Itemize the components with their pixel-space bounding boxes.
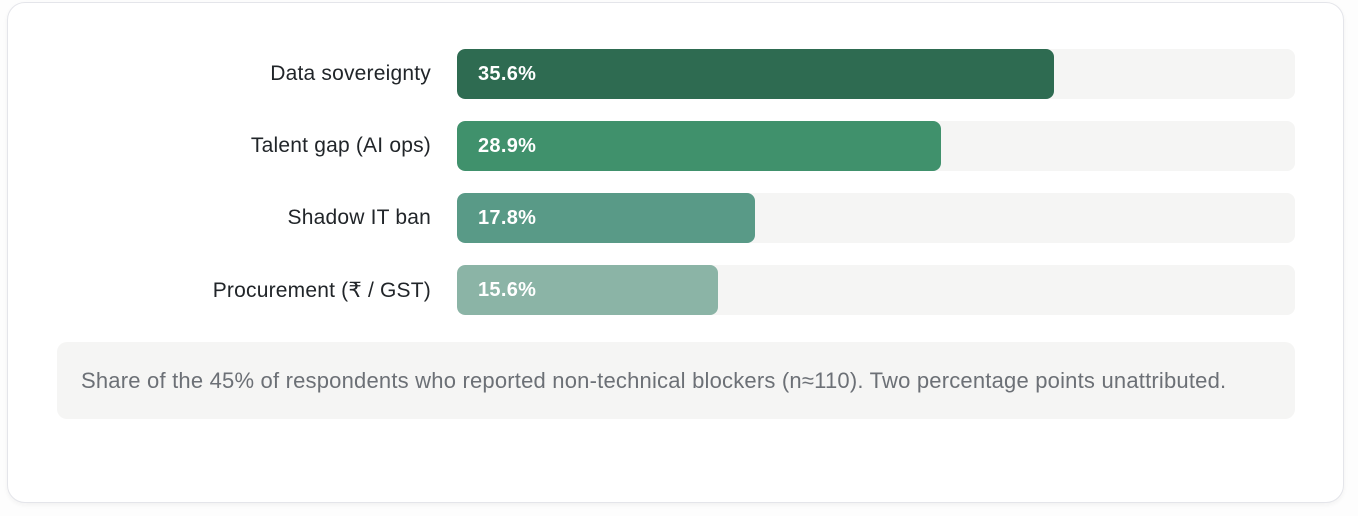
bar-fill: 28.9%	[457, 121, 942, 171]
bar-chart: Data sovereignty 35.6% Talent gap (AI ops)…	[8, 3, 1343, 315]
footnote-text: Share of the 45% of respondents who repo…	[81, 368, 1227, 393]
category-label: Talent gap (AI ops)	[250, 134, 431, 157]
chart-card: Data sovereignty 35.6% Talent gap (AI ops)…	[7, 2, 1344, 503]
bar-fill: 17.8%	[457, 193, 756, 243]
bar-row: Talent gap (AI ops) 28.9%	[8, 121, 1343, 171]
bar-fill: 15.6%	[457, 265, 719, 315]
category-label: Procurement (₹ / GST)	[212, 278, 431, 302]
bar-fill: 35.6%	[457, 49, 1054, 99]
bar-row: Data sovereignty 35.6%	[8, 49, 1343, 99]
bar-value-label: 15.6%	[478, 278, 537, 301]
footnote-box: Share of the 45% of respondents who repo…	[57, 342, 1295, 419]
bar-value-label: 28.9%	[478, 134, 537, 157]
category-label: Data sovereignty	[270, 62, 431, 85]
bar-row: Shadow IT ban 17.8%	[8, 193, 1343, 243]
bar-track: 35.6%	[457, 49, 1295, 99]
bar-track: 28.9%	[457, 121, 1295, 171]
bar-row: Procurement (₹ / GST) 15.6%	[8, 265, 1343, 315]
bar-value-label: 17.8%	[478, 206, 537, 229]
bar-value-label: 35.6%	[478, 62, 537, 85]
bar-track: 15.6%	[457, 265, 1295, 315]
category-label: Shadow IT ban	[287, 206, 431, 229]
bar-track: 17.8%	[457, 193, 1295, 243]
